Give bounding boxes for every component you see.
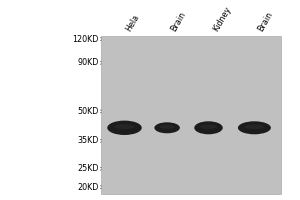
Text: 25KD: 25KD	[77, 164, 99, 173]
Text: 120KD: 120KD	[73, 35, 99, 44]
Text: Hela: Hela	[124, 13, 141, 33]
Text: 50KD: 50KD	[78, 107, 99, 116]
Text: Brain: Brain	[256, 10, 275, 33]
Text: 90KD: 90KD	[78, 58, 99, 67]
Text: 20KD: 20KD	[78, 183, 99, 192]
Text: Brain: Brain	[169, 10, 188, 33]
Text: Kidney: Kidney	[212, 5, 233, 33]
Text: 35KD: 35KD	[78, 136, 99, 145]
